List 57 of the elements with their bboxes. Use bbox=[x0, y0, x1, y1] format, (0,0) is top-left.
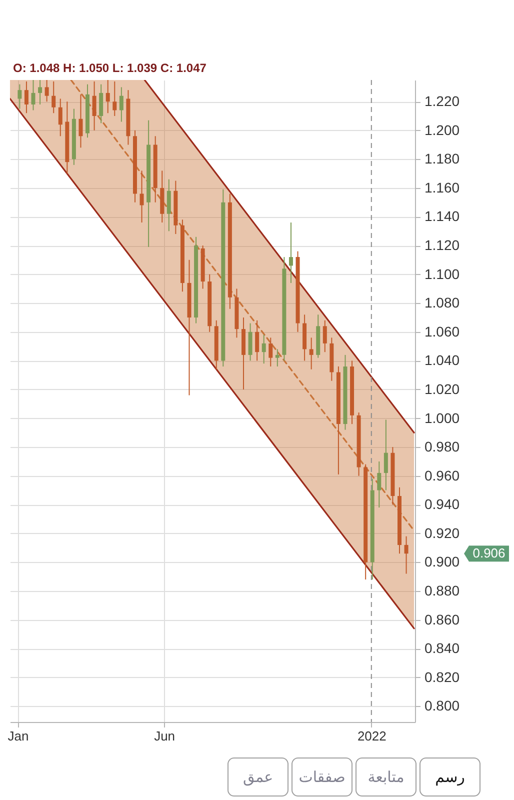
candlestick bbox=[31, 80, 36, 111]
candlestick bbox=[52, 80, 56, 114]
text: O: 1.048 H: 1.050 L: 1.039 C: 1.047 bbox=[13, 61, 207, 75]
x-tick-label: Jun bbox=[154, 728, 176, 744]
text: صفقات bbox=[298, 768, 346, 786]
candlestick bbox=[322, 320, 327, 353]
x-tick-label: Jan bbox=[8, 728, 29, 744]
candlestick bbox=[78, 94, 83, 148]
candlestick bbox=[384, 419, 388, 491]
candlestick bbox=[24, 80, 28, 114]
candlestick bbox=[288, 222, 293, 284]
y-tick-label: 1.080 bbox=[424, 294, 460, 311]
y-tick-label: 1.160 bbox=[424, 179, 460, 196]
y-tick-label: 0.860 bbox=[424, 611, 460, 628]
candlestick bbox=[112, 80, 117, 116]
candlestick bbox=[275, 348, 280, 367]
candlestick bbox=[99, 84, 104, 124]
y-tick-label: 0.940 bbox=[424, 496, 460, 512]
y-tick-label: 0.880 bbox=[424, 582, 460, 599]
candlestick bbox=[309, 337, 314, 370]
text: متابعة bbox=[368, 768, 404, 786]
y-tick-label: 1.060 bbox=[424, 323, 460, 340]
x-tick-label: 2022 bbox=[357, 728, 386, 744]
text: 0.906 bbox=[472, 546, 506, 561]
y-tick-label: 1.040 bbox=[424, 352, 460, 368]
y-tick-label: 1.180 bbox=[424, 150, 460, 167]
y-tick-label: 0.820 bbox=[424, 668, 460, 685]
candlestick bbox=[255, 320, 260, 362]
candlestick bbox=[38, 80, 42, 105]
y-tick-label: 0.920 bbox=[424, 524, 460, 541]
y-tick-label: 0.960 bbox=[424, 467, 460, 484]
y-tick-label: 1.200 bbox=[424, 122, 460, 138]
y-tick-label: 0.840 bbox=[424, 640, 460, 656]
y-tick-label: 0.800 bbox=[424, 698, 460, 714]
y-tick-label: 1.220 bbox=[424, 93, 460, 110]
candlestick bbox=[166, 178, 171, 232]
candlestick bbox=[44, 80, 49, 102]
candlestick bbox=[92, 80, 96, 131]
candlestick bbox=[119, 86, 124, 122]
candlestick bbox=[377, 460, 382, 508]
y-tick-label: 1.120 bbox=[424, 237, 460, 254]
candlestick bbox=[18, 84, 22, 110]
candlestick bbox=[140, 170, 144, 224]
y-tick-label: 0.900 bbox=[424, 554, 460, 570]
y-tick-label: 0.980 bbox=[424, 438, 460, 455]
y-tick-label: 1.100 bbox=[424, 266, 460, 282]
text: رسم bbox=[435, 768, 465, 786]
candlestick bbox=[268, 337, 273, 367]
y-tick-label: 1.000 bbox=[424, 410, 460, 426]
y-tick-label: 1.020 bbox=[424, 380, 460, 397]
candlestick bbox=[404, 536, 408, 574]
candlestick bbox=[248, 322, 252, 362]
y-tick-label: 1.140 bbox=[424, 208, 460, 224]
candlestick bbox=[262, 334, 266, 364]
candlestick bbox=[106, 80, 110, 114]
candlestick bbox=[58, 98, 62, 137]
text: عمق bbox=[242, 768, 274, 786]
